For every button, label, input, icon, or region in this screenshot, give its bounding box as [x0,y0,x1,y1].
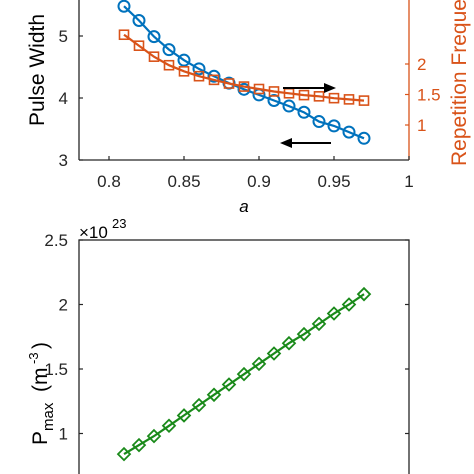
top-series-left-point [192,62,206,76]
bottom-series-point [266,346,282,361]
bottom-series-point [356,286,372,302]
top-series-left-point [282,99,296,113]
top-series-right-point [118,29,130,41]
bottom-series-point [176,408,192,423]
top-series-right-point [193,70,205,82]
bottom-series-point [296,326,312,342]
top-series-right-group [118,29,370,106]
top-series-left-point [267,93,281,107]
top-y-left-tick-label: 5 [59,27,68,46]
top-series-right-point [328,92,340,104]
bottom-y-ticks: 2.5 2 1.5 1 [44,231,409,444]
top-series-right-point [313,91,325,102]
bottom-series-point [131,437,147,453]
top-series-right-point [133,40,145,52]
top-y-right-tick-label: 2 [417,55,426,74]
top-series-right-point [298,89,310,101]
arrow-right-head [324,83,336,93]
top-series-left-point [132,14,146,27]
bottom-series-point [116,446,132,462]
top-x-tick-label: 0.95 [317,172,350,191]
bottom-y-label-unit-close: ) [29,342,52,349]
bottom-series-point [236,366,252,382]
top-series-right-point [238,81,250,92]
bottom-series-point [311,316,327,332]
top-series-left-point [327,119,341,133]
bottom-series-point [326,306,342,321]
bottom-series-point [206,387,222,403]
top-series-right-point [148,51,160,62]
top-y-left-tick-label: 4 [59,89,68,108]
top-series-right-point [253,83,265,95]
top-x-axis-label: a [239,197,248,216]
top-x-ticks: 0.8 0.85 0.9 0.95 1 [97,156,414,191]
bottom-series-point [146,428,162,444]
bottom-chart: 2.5 2 1.5 1 ×10 23 P max (m -3 ) [26,216,410,474]
bottom-y-label: P max (m -3 ) [26,342,57,445]
bottom-series-line [123,293,365,456]
bottom-y-tick-label: 2.5 [44,231,68,250]
bottom-series-group [116,286,372,462]
top-series-right-point [178,66,190,77]
top-series-right-point [223,78,235,89]
bottom-y-label-unit-sup: -3 [26,352,41,364]
top-axes [78,0,410,161]
bottom-y-label-main: P [29,431,52,445]
top-chart: 0.8 0.85 0.9 0.95 1 345 11.52 a Pulse Width … [26,0,471,216]
top-y-right-tick-label: 1.5 [417,86,441,105]
top-series-right-point [163,59,175,71]
top-series-left-point [357,131,371,145]
top-y-left-ticks: 3 4 5 [59,27,83,170]
bottom-series-point [191,397,207,413]
bottom-exponent-power: 23 [112,216,126,231]
top-series-left-point [207,69,221,83]
bottom-series-point [161,418,177,434]
top-series-left-point [117,0,131,13]
top-x-tick-label: 1 [404,172,413,191]
bottom-y-label-sub: max [40,402,57,431]
top-series-left-point [342,125,356,139]
top-y-right-label: Repetition Freque [448,0,471,166]
top-arrows [280,83,336,148]
top-y-left-label: Pulse Width [26,14,49,126]
bottom-exponent-base: ×10 [79,223,108,242]
top-series-right-point [208,74,220,86]
top-series-right-point [268,86,280,97]
top-series-left-point [162,43,176,57]
top-series-left-point [177,53,191,67]
bottom-series-point [251,356,267,372]
top-y-right-ticks: 11.52 [405,55,441,135]
top-series-right-point [343,94,355,105]
bottom-series-point [281,335,297,351]
bottom-axes-box [78,239,410,474]
arrow-left-head [280,138,292,148]
top-series-left-point [297,105,311,119]
top-series-right-point [358,95,370,106]
top-y-left-tick-label: 3 [59,151,68,170]
bottom-y-tick-label: 2 [59,296,68,315]
bottom-y-tick-label: 1 [59,425,68,444]
bottom-y-tick-label: 1.5 [44,360,68,379]
top-x-tick-label: 0.9 [247,172,271,191]
top-y-right-tick-label: 1 [417,116,426,135]
bottom-exponent-label: ×10 23 [79,216,126,242]
top-series-left-point [237,82,251,96]
top-series-left-point [147,30,161,44]
top-x-tick-label: 0.8 [97,172,121,191]
bottom-series-point [341,297,357,312]
top-series-left-point [312,115,326,129]
bottom-y-label-unit-open: (m [29,368,52,393]
bottom-axes [78,239,410,474]
bottom-series-point [221,377,237,392]
top-x-tick-label: 0.85 [167,172,200,191]
